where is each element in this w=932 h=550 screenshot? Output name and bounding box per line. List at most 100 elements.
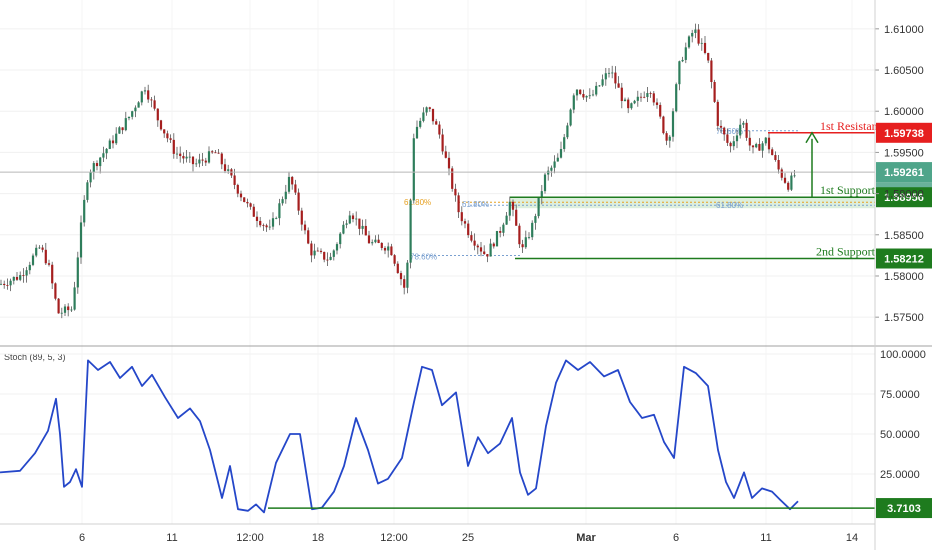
candle-body [755,144,758,148]
candle-body [329,256,332,260]
candle-body [198,159,201,164]
current-price-label: 1.59261 [884,167,924,179]
candle-body [687,36,691,48]
candle-body [31,255,35,265]
price-tick-label: 1.59500 [884,147,924,159]
candle-body [364,225,367,236]
candle-body [275,218,278,219]
stochastic-pane[interactable]: Stoch (89, 5, 3) 100.0000 75.0000 50.0000 2… [0,349,932,519]
candle-body [739,124,742,136]
candle-body [409,200,412,263]
candle-body [783,177,787,183]
level-price-tag [876,248,932,269]
candle-body [179,153,182,157]
candle-body [25,270,28,276]
candle-body [511,201,515,210]
candle-body [787,182,790,190]
candle-body [60,312,63,314]
candle-body [774,155,777,160]
candle-body [476,245,479,248]
candle-body [246,201,249,204]
candle-body [47,263,51,265]
stochastic-axis[interactable]: 100.0000 75.0000 50.0000 25.0000 3.7103 [876,349,932,519]
candle-body [499,231,502,233]
candle-body [297,192,300,211]
candle-body [124,118,127,131]
candle-body [694,29,697,33]
candle-body [383,247,387,251]
level-name-label: 1st Support [820,183,876,197]
candle-body [76,257,79,288]
support-zone [510,197,875,209]
stoch-tick-label: 25.0000 [880,469,920,481]
candle-body [99,157,102,167]
candle-body [355,218,358,220]
fib-level-label: 61.80% [462,200,489,209]
candle-body [793,175,796,177]
time-axis[interactable]: 6 11 12:00 18 12:00 25 Mar 6 11 14 [79,532,858,544]
candle-body [681,59,684,62]
candle-body [566,125,569,138]
candle-body [345,223,348,225]
candle-body [207,151,211,163]
candle-body [217,152,220,154]
candle-body [105,148,108,154]
time-tick-label: 25 [462,532,474,544]
candle-body [582,93,585,98]
candle-body [422,112,425,121]
candle-body [143,90,147,92]
candle-body [294,184,297,193]
candle-body [70,309,73,311]
candle-body [636,96,639,101]
candle-body [550,167,553,171]
candle-body [665,133,668,141]
candle-body [473,240,476,246]
candle-body [489,243,492,257]
candle-body [537,197,540,217]
stoch-tick-label: 50.0000 [880,429,920,441]
stochastic-line [0,359,799,514]
candle-body [89,172,92,183]
candle-body [374,239,377,243]
candle-body [316,250,319,252]
candle-body [15,276,19,280]
candle-body [156,108,159,121]
candle-body [6,285,9,286]
candle-body [278,203,281,219]
stochastic-title: Stoch (89, 5, 3) [4,352,66,362]
candle-body [614,72,617,84]
candle-body [44,249,47,264]
candle-body [57,298,60,314]
candle-body [342,224,345,234]
candle-body [607,72,611,74]
candle-body [41,247,44,250]
candle-body [188,156,191,158]
candle-body [691,32,694,37]
candle-body [249,203,252,207]
candle-body [239,193,243,198]
candle-body [428,107,431,109]
candle-body [28,264,31,271]
candle-body [585,95,588,98]
candle-body [131,111,134,117]
candle-body [553,161,556,168]
candle-body [22,275,25,276]
candle-body [518,225,521,245]
candle-body [310,243,313,256]
candle-body [390,246,393,256]
candle-body [515,209,518,226]
price-axis[interactable]: 1.61000 1.60500 1.60000 1.59500 1.59000 1.585… [875,24,924,324]
candle-body [505,215,508,225]
price-pane[interactable]: 61.80% 61.80% 61.80% 78.60% 78.60% 1.5926143… [0,0,932,524]
candle-body [697,29,700,44]
candle-body [495,231,499,247]
candle-body [758,144,761,151]
candle-body [435,121,438,125]
candle-body [707,52,710,61]
level-name-label: 2nd Support [816,245,876,259]
candle-body [671,111,675,137]
candle-body [195,163,198,165]
candle-body [127,116,131,119]
